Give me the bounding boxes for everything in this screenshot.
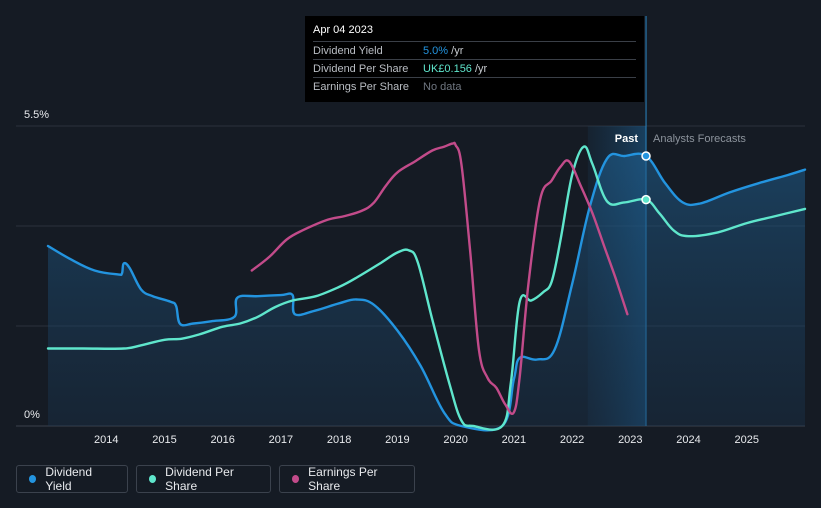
tooltip-row-dividend-yield: Dividend Yield 5.0% /yr — [313, 41, 636, 60]
tooltip-unit: /yr — [471, 63, 488, 75]
dividend-yield-line — [46, 152, 807, 432]
tooltip-value-number: UK£0.156 — [423, 63, 472, 75]
past-label: Past — [615, 133, 639, 145]
series-layer — [46, 141, 807, 432]
x-axis-ticks: 2014 2015 2016 2017 2018 2019 2020 2021 2022 2023… — [94, 434, 759, 446]
legend-label: Earnings Per Share — [308, 465, 378, 493]
legend-item-earnings-per-share[interactable]: Earnings Per Share — [279, 465, 415, 493]
x-tick-label: 2016 — [210, 434, 234, 446]
x-tick-label: 2019 — [385, 434, 409, 446]
x-tick-label: 2018 — [327, 434, 351, 446]
legend: Dividend Yield Dividend Per Share Earnin… — [16, 465, 415, 495]
legend-label: Dividend Yield — [45, 465, 93, 493]
legend-item-dividend-per-share[interactable]: Dividend Per Share — [136, 465, 271, 493]
tooltip-label: Dividend Per Share — [313, 63, 409, 75]
legend-dot-icon — [29, 475, 37, 483]
tooltip-row-dividend-per-share: Dividend Per Share UK£0.156 /yr — [313, 59, 636, 78]
dividend-per-share-marker — [641, 194, 651, 205]
x-tick-label: 2025 — [735, 434, 759, 446]
earnings-per-share-line — [250, 141, 629, 416]
marker-layer — [641, 151, 651, 205]
x-tick-label: 2024 — [676, 434, 700, 446]
tooltip-value-number: No data — [423, 81, 462, 93]
tooltip-label: Earnings Per Share — [313, 81, 409, 93]
dividend-yield-area — [48, 153, 805, 431]
x-tick-label: 2020 — [443, 434, 467, 446]
x-tick-label: 2015 — [152, 434, 176, 446]
tooltip-value-number: 5.0% — [423, 45, 449, 57]
x-tick-label: 2023 — [618, 434, 642, 446]
legend-label: Dividend Per Share — [165, 465, 234, 493]
x-tick-label: 2014 — [94, 434, 118, 446]
tooltip-row-earnings-per-share: Earnings Per Share No data — [313, 77, 636, 96]
tooltip-value: No data — [423, 81, 462, 93]
legend-dot-icon — [292, 475, 300, 483]
dividend-yield-marker — [641, 151, 651, 161]
tooltip-value: 5.0% /yr — [423, 45, 463, 57]
tooltip: Apr 04 2023 Dividend Yield 5.0% /yr Divi… — [305, 16, 644, 102]
y-axis-bottom-label: 0% — [24, 409, 40, 421]
tooltip-date: Apr 04 2023 — [313, 24, 373, 36]
x-tick-label: 2017 — [269, 434, 293, 446]
x-tick-label: 2021 — [502, 434, 526, 446]
x-tick-label: 2022 — [560, 434, 584, 446]
tooltip-value: UK£0.156 /yr — [423, 63, 487, 75]
tooltip-unit: /yr — [448, 45, 464, 57]
legend-item-dividend-yield[interactable]: Dividend Yield — [16, 465, 128, 493]
tooltip-label: Dividend Yield — [313, 45, 383, 57]
forecast-label: Analysts Forecasts — [653, 133, 746, 145]
legend-dot-icon — [149, 475, 157, 483]
y-axis-top-label: 5.5% — [24, 109, 49, 121]
